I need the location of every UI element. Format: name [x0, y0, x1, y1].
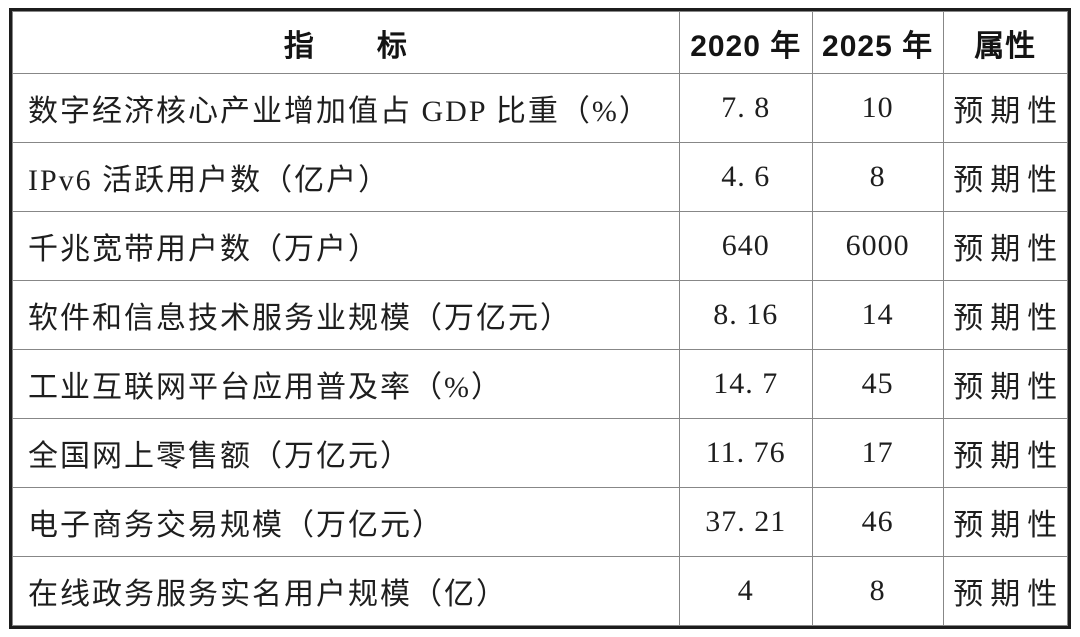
value-2025: 8: [811, 142, 944, 212]
indicator-label: 千兆宽带用户数（万户）: [12, 211, 680, 281]
table-row: 全国网上零售额（万亿元） 11. 76 17 预期性: [12, 418, 1068, 488]
indicators-table: 指 标 2020 年 2025 年 属性 数字经济核心产业增加值占 GDP 比重…: [12, 11, 1068, 626]
indicator-label: 工业互联网平台应用普及率（%）: [12, 349, 680, 419]
attribute-label: 预期性: [942, 280, 1068, 350]
value-2020: 4: [678, 556, 813, 626]
header-indicator: 指 标: [12, 11, 680, 74]
indicators-table-frame: 指 标 2020 年 2025 年 属性 数字经济核心产业增加值占 GDP 比重…: [9, 8, 1071, 629]
table-row: 软件和信息技术服务业规模（万亿元） 8. 16 14 预期性: [12, 280, 1068, 350]
attribute-label: 预期性: [942, 142, 1068, 212]
attribute-label: 预期性: [942, 73, 1068, 143]
table-row: 在线政务服务实名用户规模（亿） 4 8 预期性: [12, 556, 1068, 626]
value-2020: 7. 8: [678, 73, 813, 143]
attribute-label: 预期性: [942, 418, 1068, 488]
value-2020: 37. 21: [678, 487, 813, 557]
attribute-label: 预期性: [942, 349, 1068, 419]
value-2020: 4. 6: [678, 142, 813, 212]
value-2020: 8. 16: [678, 280, 813, 350]
header-2020: 2020 年: [678, 11, 813, 74]
table-row: 电子商务交易规模（万亿元） 37. 21 46 预期性: [12, 487, 1068, 557]
value-2020: 640: [678, 211, 813, 281]
attribute-label: 预期性: [942, 556, 1068, 626]
table-row: 数字经济核心产业增加值占 GDP 比重（%） 7. 8 10 预期性: [12, 73, 1068, 143]
attribute-label: 预期性: [942, 487, 1068, 557]
indicator-label: 全国网上零售额（万亿元）: [12, 418, 680, 488]
header-attribute: 属性: [942, 11, 1068, 74]
indicator-label: 在线政务服务实名用户规模（亿）: [12, 556, 680, 626]
attribute-label: 预期性: [942, 211, 1068, 281]
header-2025: 2025 年: [811, 11, 944, 74]
value-2025: 17: [811, 418, 944, 488]
value-2025: 45: [811, 349, 944, 419]
indicator-label: IPv6 活跃用户数（亿户）: [12, 142, 680, 212]
value-2020: 11. 76: [678, 418, 813, 488]
table-row: IPv6 活跃用户数（亿户） 4. 6 8 预期性: [12, 142, 1068, 212]
indicator-label: 数字经济核心产业增加值占 GDP 比重（%）: [12, 73, 680, 143]
value-2020: 14. 7: [678, 349, 813, 419]
value-2025: 8: [811, 556, 944, 626]
table-row: 千兆宽带用户数（万户） 640 6000 预期性: [12, 211, 1068, 281]
indicator-label: 电子商务交易规模（万亿元）: [12, 487, 680, 557]
value-2025: 10: [811, 73, 944, 143]
value-2025: 6000: [811, 211, 944, 281]
table-header-row: 指 标 2020 年 2025 年 属性: [12, 11, 1068, 74]
value-2025: 46: [811, 487, 944, 557]
value-2025: 14: [811, 280, 944, 350]
indicator-label: 软件和信息技术服务业规模（万亿元）: [12, 280, 680, 350]
table-row: 工业互联网平台应用普及率（%） 14. 7 45 预期性: [12, 349, 1068, 419]
